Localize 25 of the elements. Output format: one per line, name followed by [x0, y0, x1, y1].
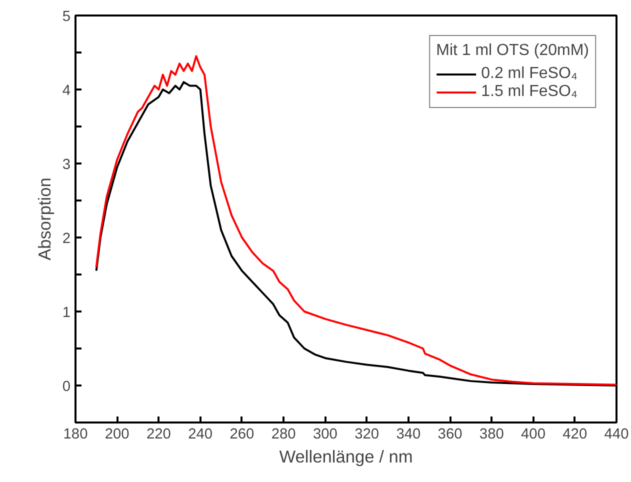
x-tick-label: 220	[146, 426, 171, 442]
x-tick-label: 380	[479, 426, 504, 442]
x-tick-label: 340	[396, 426, 421, 442]
y-tick-label: 4	[62, 83, 71, 99]
x-tick-label: 260	[230, 426, 254, 442]
x-tick-label: 240	[188, 426, 213, 442]
x-tick-label: 180	[63, 426, 88, 442]
x-tick-label: 420	[562, 426, 588, 442]
y-axis-title: Absorption	[34, 178, 54, 260]
x-axis-title: Wellenlänge / nm	[279, 446, 413, 466]
y-tick-label: 1	[62, 305, 71, 321]
y-tick-label: 0	[62, 379, 71, 395]
x-tick-label: 400	[521, 426, 546, 442]
x-tick-label: 280	[271, 426, 296, 442]
legend-label: 1.5 ml FeSO₄	[481, 83, 578, 101]
legend-title: Mit 1 ml OTS (20mM)	[436, 42, 589, 60]
x-tick-label: 360	[438, 426, 462, 442]
x-tick-label: 440	[604, 426, 629, 442]
y-tick-label: 5	[62, 9, 71, 25]
x-tick-label: 300	[312, 426, 338, 442]
legend-label: 0.2 ml FeSO₄	[481, 65, 578, 83]
x-tick-label: 200	[104, 426, 130, 442]
y-tick-label: 2	[62, 231, 71, 247]
y-tick-label: 3	[62, 157, 71, 173]
x-tick-label: 320	[354, 426, 380, 442]
